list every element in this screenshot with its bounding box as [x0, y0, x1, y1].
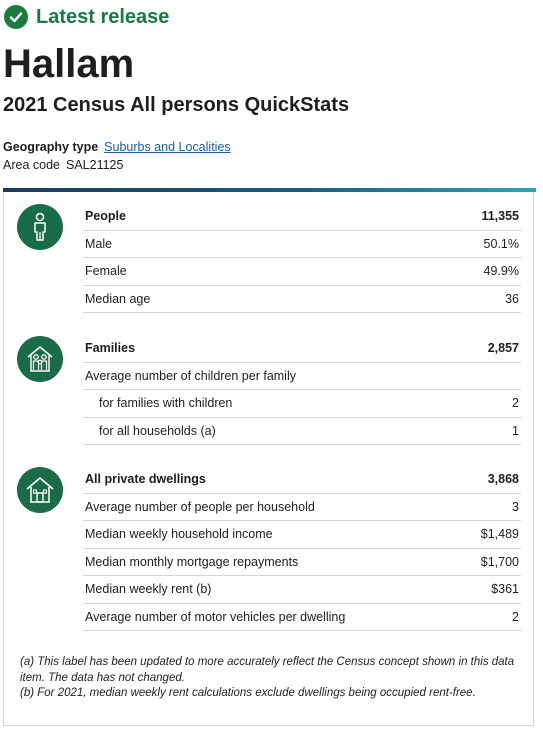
dwellings-row-people-per-household: Average number of people per household 3 [83, 494, 521, 521]
people-row-total: People 11,355 [83, 203, 521, 231]
people-row-median-age: Median age 36 [83, 286, 521, 313]
footnote-a: (a) This label has been updated to more … [20, 656, 515, 684]
check-circle-icon [4, 5, 28, 29]
families-row-avg-children: Average number of children per family [83, 363, 521, 390]
dwellings-row-total: All private dwellings 3,868 [83, 466, 521, 494]
family-house-icon [17, 336, 63, 382]
families-row-all-households: for all households (a) 1 [83, 418, 521, 445]
dwellings-row-rent: Median weekly rent (b) $361 [83, 576, 521, 604]
person-icon [17, 204, 63, 250]
people-row-female: Female 49.9% [83, 258, 521, 286]
area-code-value: SAL21125 [65, 158, 124, 172]
dwellings-row-motor-vehicles: Average number of motor vehicles per dwe… [83, 604, 521, 631]
families-row-with-children: for families with children 2 [83, 390, 521, 418]
latest-release-label: Latest release [36, 5, 170, 28]
geography-type: Geography type Suburbs and Localities [3, 139, 231, 155]
quickstats-card: People 11,355 Male 50.1% Female 49.9% Me… [3, 188, 536, 726]
geography-type-link[interactable]: Suburbs and Localities [104, 140, 231, 154]
geography-type-label: Geography type [3, 140, 99, 154]
house-icon [17, 467, 63, 513]
dwellings-row-household-income: Median weekly household income $1,489 [83, 521, 521, 549]
page-subtitle: 2021 Census All persons QuickStats [3, 94, 350, 116]
card-top-bar [3, 188, 536, 192]
footnote-b: (b) For 2021, median weekly rent calcula… [20, 687, 476, 699]
page-title: Hallam [3, 42, 135, 86]
footnotes: (a) This label has been updated to more … [20, 655, 525, 702]
dwellings-row-mortgage: Median monthly mortgage repayments $1,70… [83, 549, 521, 576]
people-row-male: Male 50.1% [83, 231, 521, 258]
area-code: Area code SAL21125 [3, 157, 123, 173]
latest-release-badge: Latest release [4, 5, 169, 29]
families-row-total: Families 2,857 [83, 335, 521, 363]
area-code-label: Area code [3, 158, 60, 172]
